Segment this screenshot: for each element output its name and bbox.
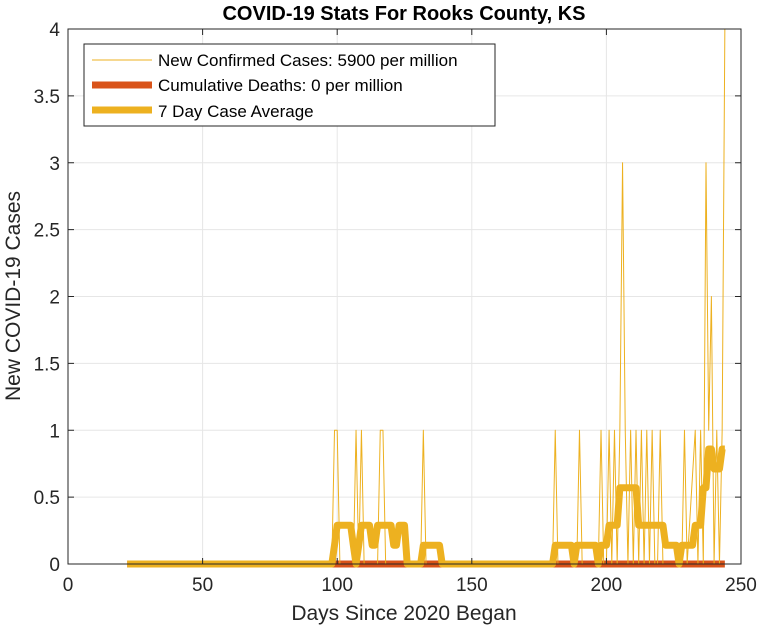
y-tick-label: 3 xyxy=(49,154,60,175)
y-tick-label: 1.5 xyxy=(34,354,60,375)
x-tick-label: 150 xyxy=(456,575,488,596)
y-axis-label: New COVID-19 Cases xyxy=(2,191,25,401)
y-tick-label: 0 xyxy=(49,555,60,576)
y-tick-label: 2.5 xyxy=(34,221,60,242)
y-tick-label: 2 xyxy=(49,288,60,309)
x-axis-ticks: 0 50 100 150 200 250 xyxy=(63,29,757,596)
chart-title: COVID-19 Stats For Rooks County, KS xyxy=(222,3,585,25)
legend: New Confirmed Cases: 5900 per million Cu… xyxy=(83,43,496,127)
legend-label-new-cases: New Confirmed Cases: 5900 per million xyxy=(158,51,458,70)
x-tick-label: 0 xyxy=(63,575,74,596)
series-new-confirmed-cases xyxy=(127,28,726,565)
x-tick-label: 200 xyxy=(591,575,623,596)
legend-label-deaths: Cumulative Deaths: 0 per million xyxy=(158,76,403,95)
y-axis-ticks: 0 0.5 1 1.5 2 2.5 3 3.5 4 xyxy=(34,20,741,576)
x-axis-label: Days Since 2020 Began xyxy=(291,602,516,625)
x-tick-label: 50 xyxy=(192,575,213,596)
y-tick-label: 0.5 xyxy=(34,488,60,509)
legend-box xyxy=(83,43,496,127)
y-tick-label: 4 xyxy=(49,20,60,41)
legend-label-7day-avg: 7 Day Case Average xyxy=(158,102,314,121)
x-tick-label: 250 xyxy=(725,575,757,596)
y-tick-label: 3.5 xyxy=(34,87,60,108)
y-tick-label: 1 xyxy=(49,421,60,442)
x-tick-label: 100 xyxy=(321,575,353,596)
